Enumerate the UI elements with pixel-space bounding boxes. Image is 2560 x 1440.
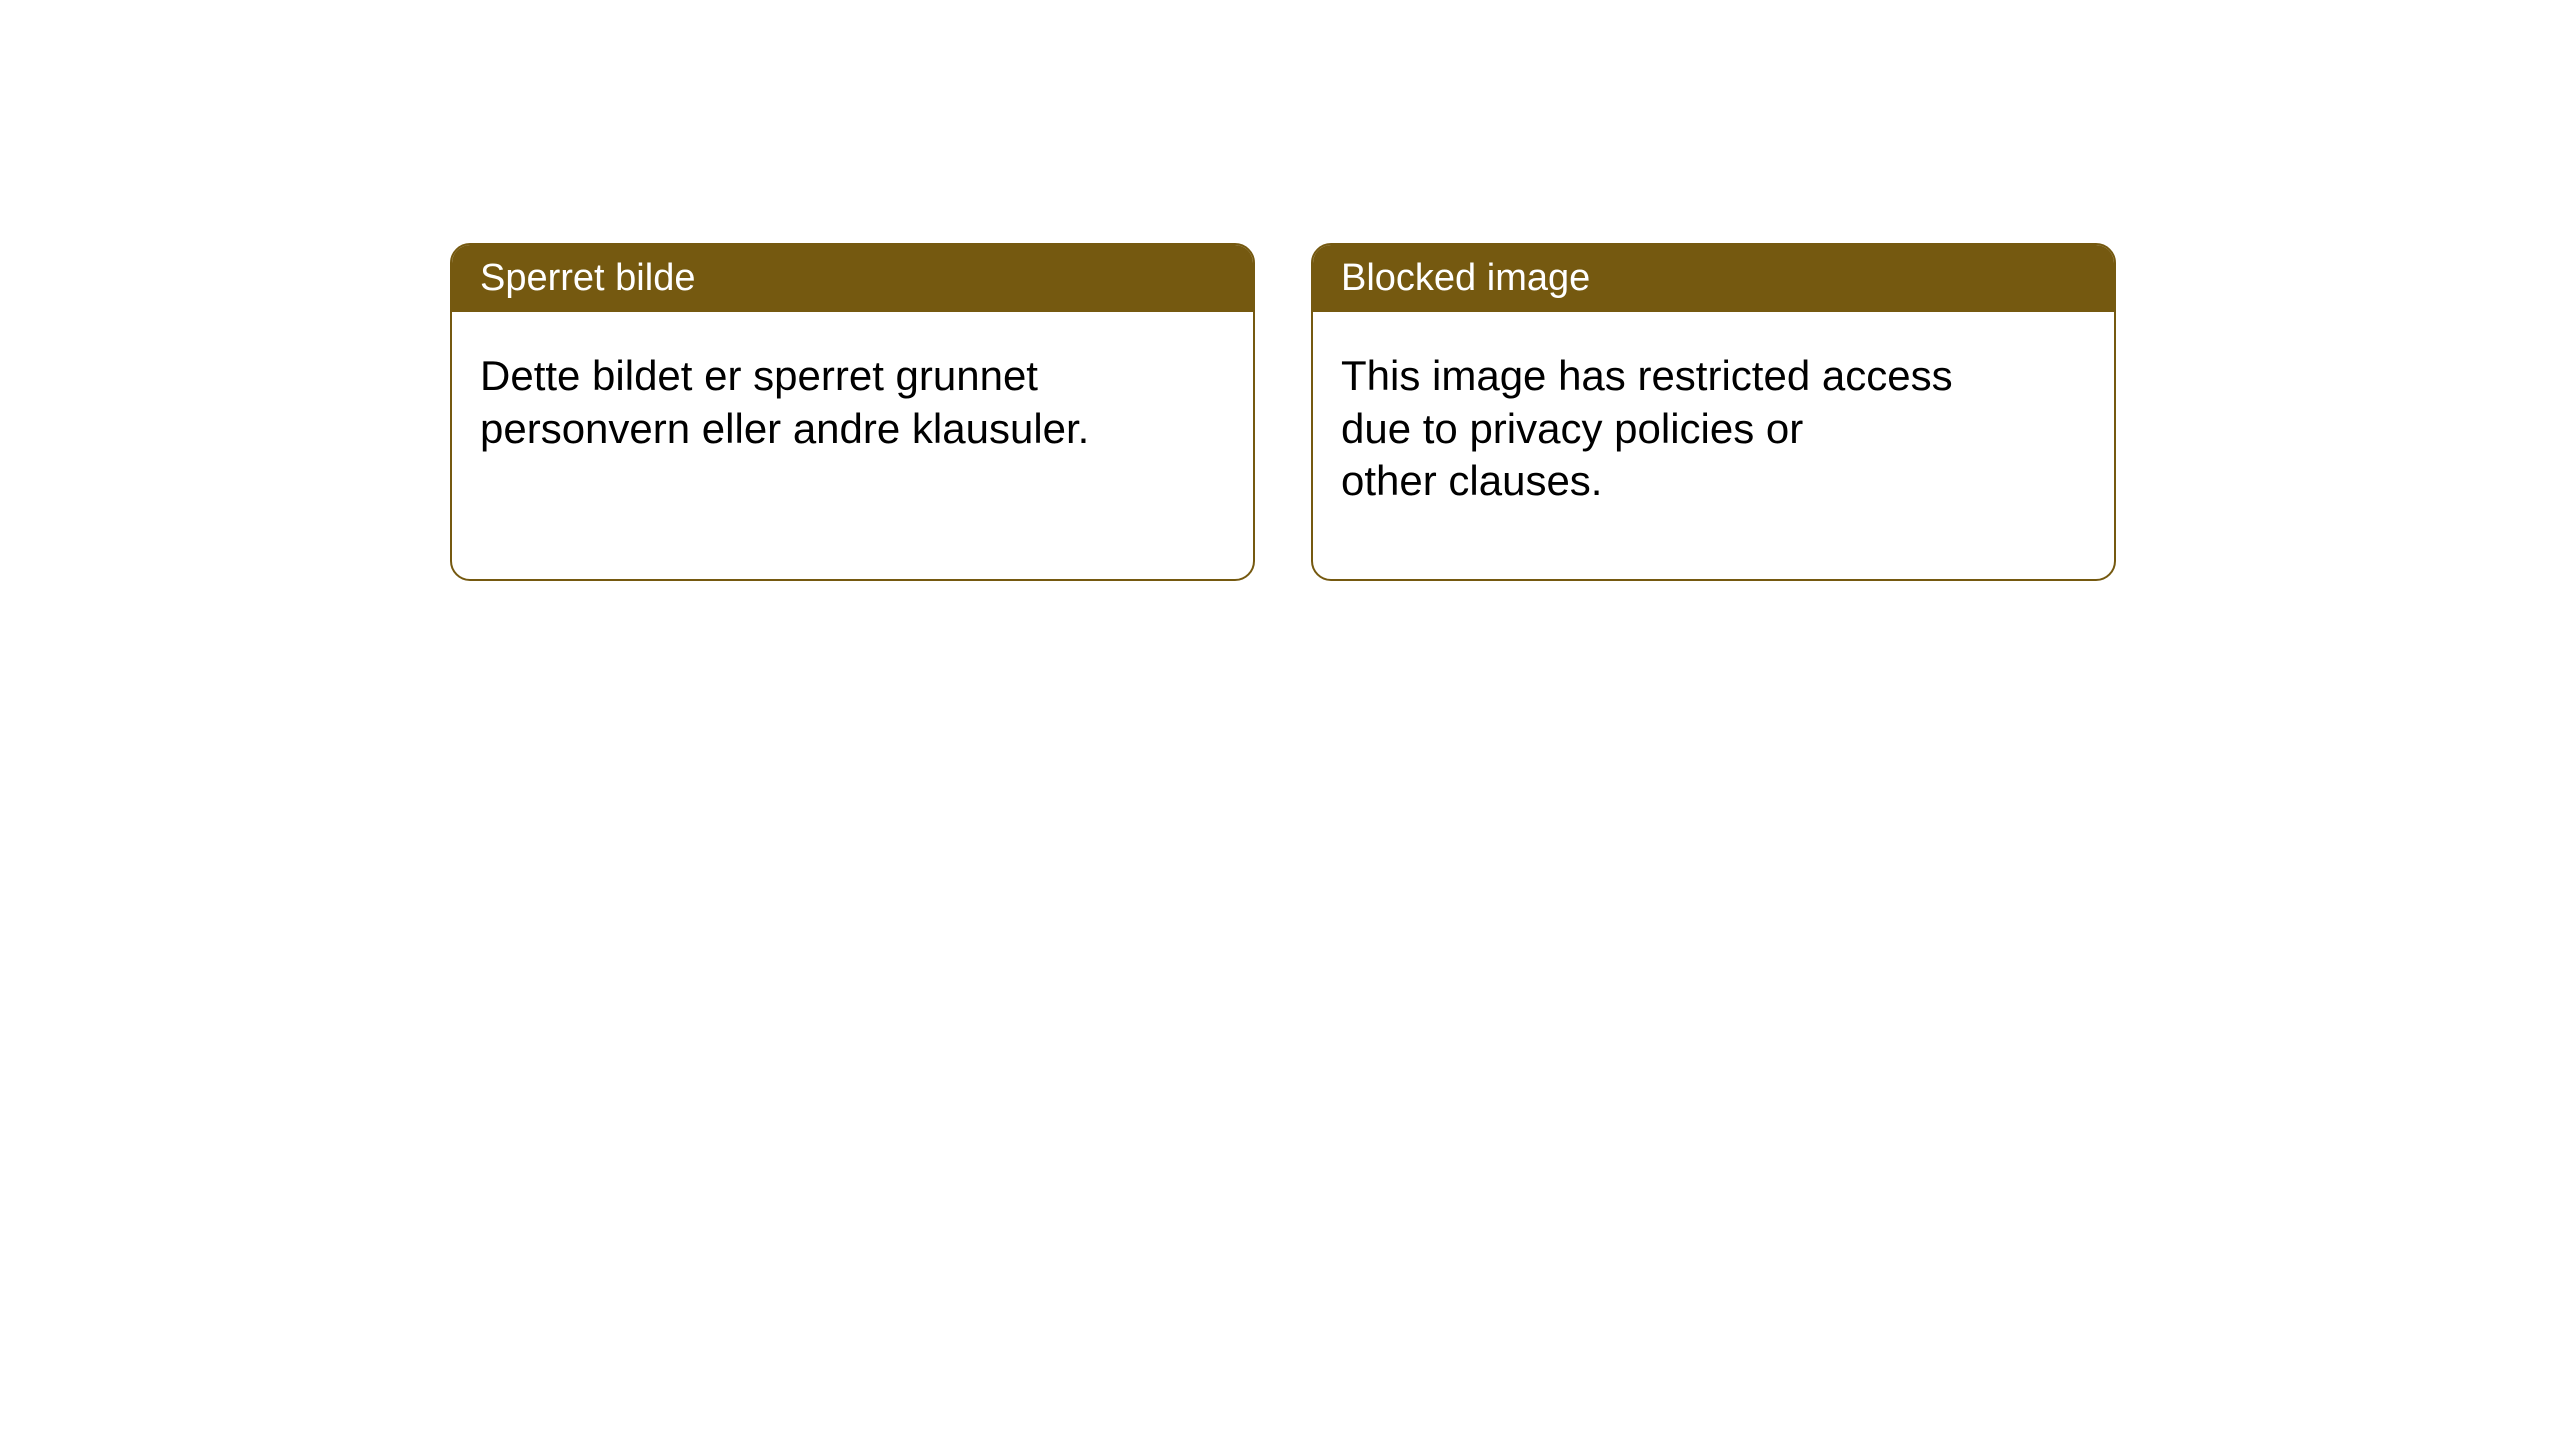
notice-text-english: This image has restricted access due to … [1341, 352, 1953, 504]
notice-header-norwegian: Sperret bilde [452, 245, 1253, 312]
notice-body-norwegian: Dette bildet er sperret grunnet personve… [452, 312, 1152, 493]
notice-card-english: Blocked image This image has restricted … [1311, 243, 2116, 581]
notice-container: Sperret bilde Dette bildet er sperret gr… [0, 0, 2560, 581]
notice-header-english: Blocked image [1313, 245, 2114, 312]
notice-card-norwegian: Sperret bilde Dette bildet er sperret gr… [450, 243, 1255, 581]
notice-text-norwegian: Dette bildet er sperret grunnet personve… [480, 352, 1089, 452]
notice-title-english: Blocked image [1341, 257, 1590, 299]
notice-body-english: This image has restricted access due to … [1313, 312, 2013, 546]
notice-title-norwegian: Sperret bilde [480, 257, 695, 299]
